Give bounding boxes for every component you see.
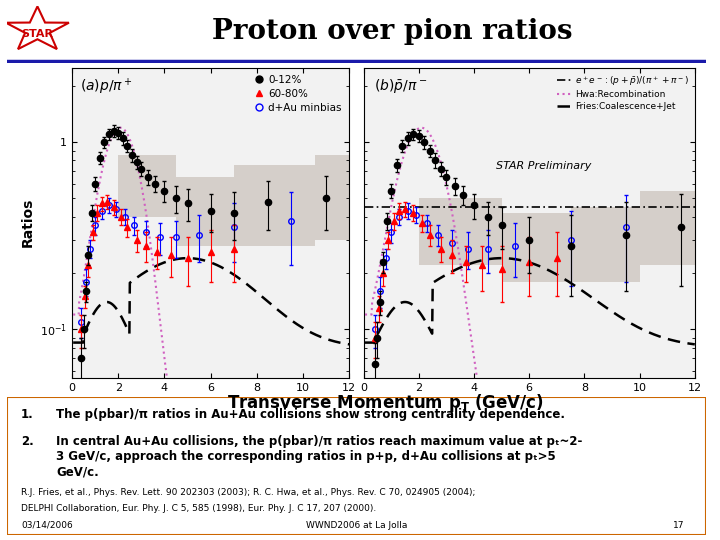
Bar: [419, 198, 502, 265]
Bar: [118, 156, 176, 217]
Legend: $e^+e^-:(p+\bar{p})/(\pi^++\pi^-)$, Hwa:Recombination, Fries:Coalescence+Jet: $e^+e^-:(p+\bar{p})/(\pi^++\pi^-)$, Hwa:…: [556, 72, 690, 113]
Text: STAR Preliminary: STAR Preliminary: [496, 160, 591, 171]
Text: DELPHI Collaboration, Eur. Phy. J. C 5, 585 (1998), Eur. Phy. J. C 17, 207 (2000: DELPHI Collaboration, Eur. Phy. J. C 5, …: [21, 504, 377, 514]
Bar: [570, 207, 639, 281]
Bar: [234, 165, 315, 246]
Text: Transverse Momentum $\mathbf{p_T}$ (GeV/c): Transverse Momentum $\mathbf{p_T}$ (GeV/…: [227, 392, 544, 414]
Text: R.J. Fries, et al., Phys. Rev. Lett. 90 202303 (2003); R. C. Hwa, et al., Phys. : R.J. Fries, et al., Phys. Rev. Lett. 90 …: [21, 488, 475, 497]
Bar: [315, 156, 354, 240]
Text: $(a)p/\pi^+$: $(a)p/\pi^+$: [81, 77, 133, 97]
Y-axis label: Ratios: Ratios: [21, 198, 35, 247]
Bar: [639, 191, 701, 265]
Polygon shape: [6, 6, 69, 49]
Text: 2.: 2.: [21, 435, 34, 448]
Text: WWND2006 at La Jolla: WWND2006 at La Jolla: [306, 521, 407, 530]
Legend: 0-12%, 60-80%, d+Au minbias: 0-12%, 60-80%, d+Au minbias: [253, 73, 344, 115]
Bar: [502, 213, 570, 281]
Text: The p(pbar)/π ratios in Au+Au collisions show strong centrality dependence.: The p(pbar)/π ratios in Au+Au collisions…: [56, 408, 565, 421]
Text: STAR: STAR: [22, 29, 53, 39]
Text: Proton over pion ratios: Proton over pion ratios: [212, 17, 572, 44]
Text: 17: 17: [673, 521, 685, 530]
Text: $(b)\bar{p}/\pi^-$: $(b)\bar{p}/\pi^-$: [374, 77, 427, 95]
Text: In central Au+Au collisions, the p(pbar)/π ratios reach maximum value at pₜ~2-
3: In central Au+Au collisions, the p(pbar)…: [56, 435, 582, 478]
Bar: [176, 177, 234, 246]
Text: 1.: 1.: [21, 408, 34, 421]
Text: 03/14/2006: 03/14/2006: [21, 521, 73, 530]
